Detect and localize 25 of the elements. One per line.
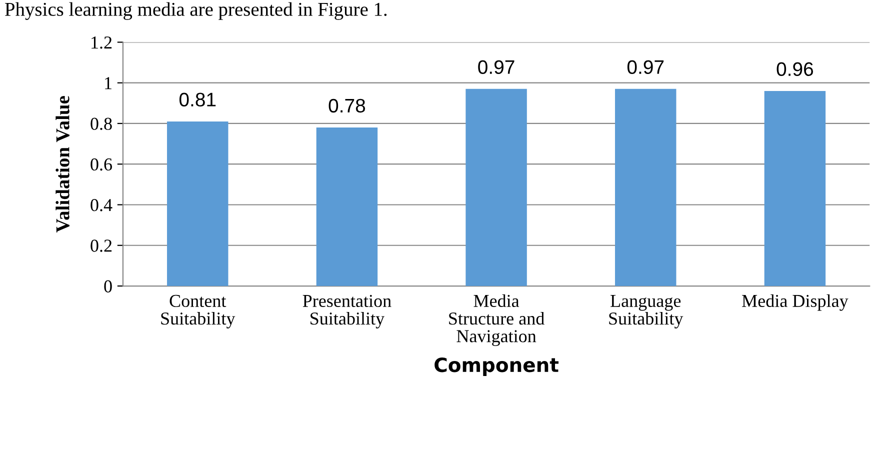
bar [764, 90, 826, 286]
data-label: 0.97 [478, 60, 514, 74]
bar [316, 128, 378, 286]
x-tick-label: Presentation Suitability [302, 294, 392, 328]
text: Physics learning media are presented in Figure 1. [5, 2, 387, 20]
x-axis-title: Component [434, 357, 559, 376]
y-tick-label: 0.6 [90, 158, 112, 171]
data-label: 0.96 [776, 62, 814, 76]
bar [466, 88, 527, 286]
bar [615, 88, 676, 286]
y-tick-label: 0 [104, 280, 112, 292]
data-label: 0.97 [627, 60, 664, 74]
x-tick-label: Language Suitability [609, 295, 684, 328]
x-tick-label: Media Display [742, 294, 848, 311]
y-tick-label: 1.2 [92, 36, 112, 49]
data-label: 0.78 [328, 98, 366, 113]
bar [167, 121, 228, 286]
y-axis-title: Validation Value [56, 96, 70, 232]
y-tick-label: 0.8 [90, 118, 112, 130]
x-tick-label: Content Suitability [161, 294, 236, 328]
data-label: 0.81 [179, 92, 216, 106]
y-tick-label: 1 [105, 77, 112, 90]
y-tick-label: 0.4 [90, 199, 112, 212]
y-tick-label: 0.2 [90, 240, 112, 252]
x-tick-label: Media Structure and Navigation [449, 294, 544, 346]
